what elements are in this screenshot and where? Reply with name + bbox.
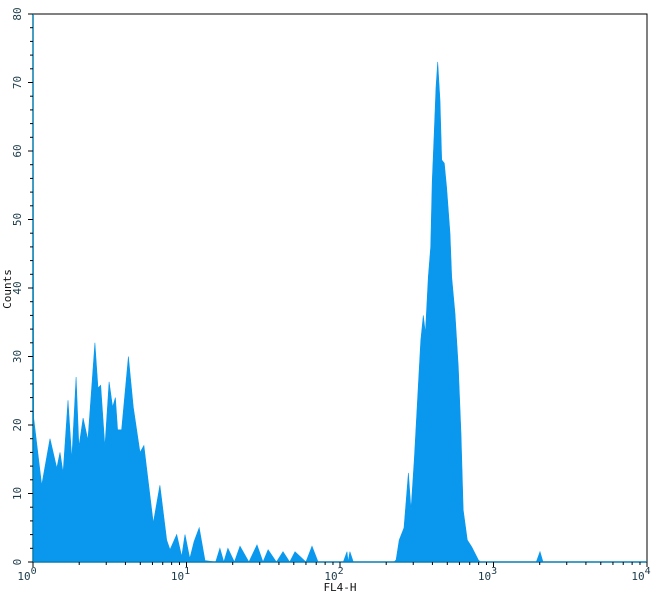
x-tick-base: 10 <box>324 570 337 583</box>
y-tick-label: 80 <box>11 7 24 20</box>
x-tick-label: 100 <box>17 566 36 583</box>
x-tick-base: 10 <box>171 570 184 583</box>
y-tick-label: 40 <box>11 281 24 294</box>
x-tick-label: 104 <box>631 566 650 583</box>
histogram-marks <box>32 13 647 564</box>
x-tick-exponent: 1 <box>184 566 190 577</box>
y-tick-label: 30 <box>11 350 24 363</box>
x-tick-exponent: 4 <box>645 566 651 577</box>
y-tick-label: 60 <box>11 144 24 157</box>
x-tick-exponent: 2 <box>338 566 344 577</box>
y-tick-label: 10 <box>11 487 24 500</box>
x-tick-exponent: 3 <box>491 566 497 577</box>
y-tick-label: 50 <box>11 213 24 226</box>
x-tick-label: 103 <box>478 566 497 583</box>
x-tick-base: 10 <box>478 570 491 583</box>
y-tick-label: 20 <box>11 418 24 431</box>
x-axis-title: FL4-H <box>323 581 356 594</box>
x-tick-base: 10 <box>17 570 30 583</box>
y-axis-title: Counts <box>1 269 14 309</box>
y-tick-label: 0 <box>11 559 24 566</box>
x-tick-exponent: 0 <box>31 566 37 577</box>
x-tick-base: 10 <box>631 570 644 583</box>
histogram-area <box>32 13 647 564</box>
x-tick-label: 101 <box>171 566 190 583</box>
x-tick-label: 102 <box>324 566 343 583</box>
y-tick-label: 70 <box>11 76 24 89</box>
